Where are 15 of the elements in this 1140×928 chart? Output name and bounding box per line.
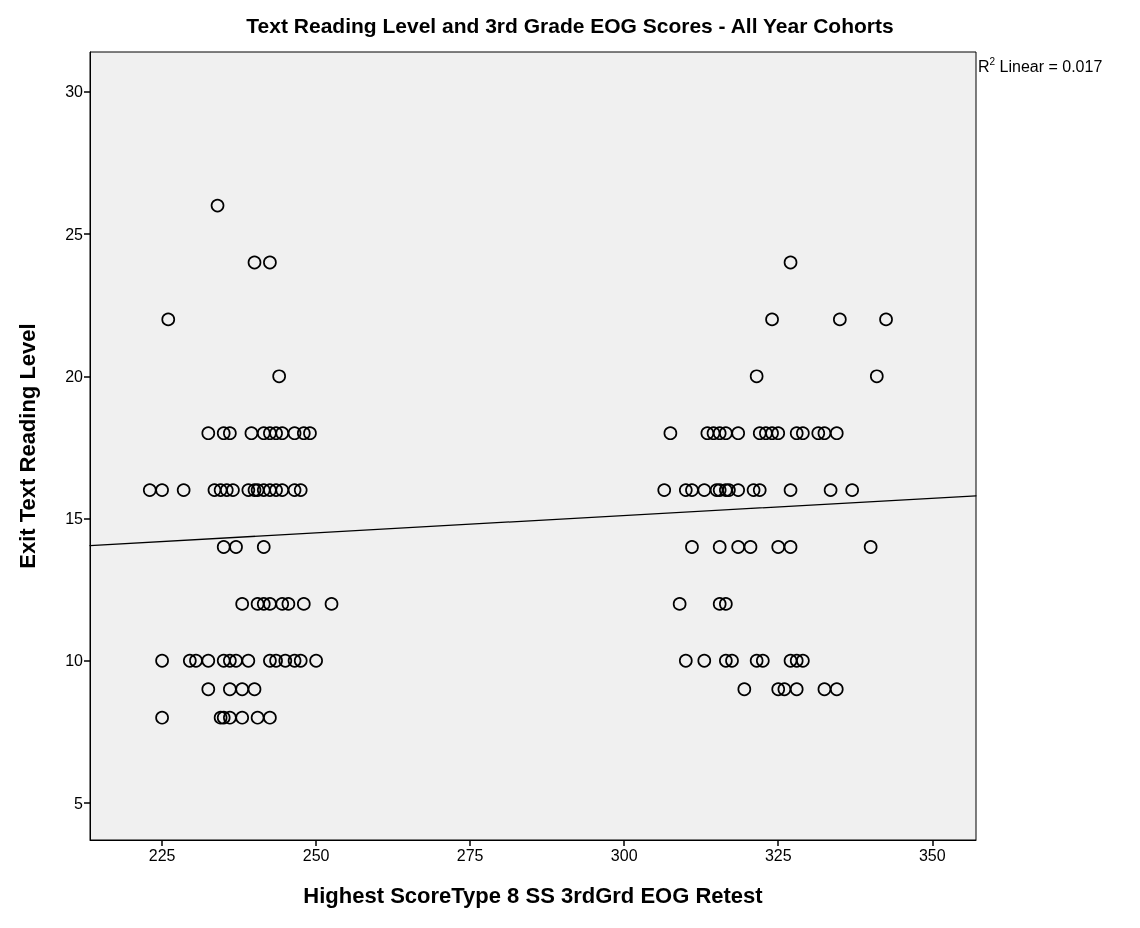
x-tick-label: 225	[148, 846, 176, 864]
y-tick-label: 20	[65, 367, 84, 385]
x-tick-label: 350	[918, 846, 946, 864]
x-tick-label: 325	[764, 846, 792, 864]
x-axis-title: Highest ScoreType 8 SS 3rdGrd EOG Retest	[303, 882, 764, 908]
y-tick-label: 5	[74, 794, 84, 812]
x-tick-label: 275	[456, 846, 484, 864]
chart-title: Text Reading Level and 3rd Grade EOG Scores - All Year Cohorts	[246, 14, 894, 37]
y-tick-label: 10	[65, 652, 84, 670]
y-tick-label: 15	[65, 510, 84, 528]
x-tick-label: 300	[610, 846, 638, 864]
x-tick-label: 250	[302, 846, 330, 864]
y-tick-label: 25	[65, 225, 84, 243]
y-tick-label: 30	[65, 83, 84, 101]
y-axis-title: Exit Text Reading Level	[14, 323, 40, 569]
